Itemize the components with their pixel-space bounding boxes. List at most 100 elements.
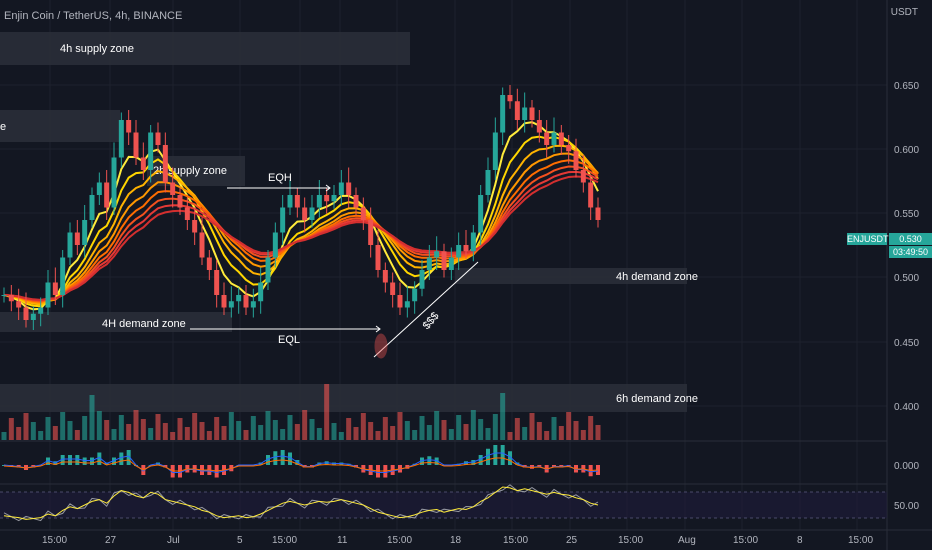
candle-body <box>162 145 168 183</box>
volume-bar <box>382 417 388 440</box>
macd-bar <box>90 457 94 465</box>
volume-bar <box>8 418 14 440</box>
candle-body <box>522 107 528 120</box>
volume-bar <box>74 430 80 440</box>
volume-bar <box>184 427 190 440</box>
candle-body <box>89 195 95 220</box>
volume-bar <box>507 432 513 440</box>
candle-body <box>206 257 212 270</box>
demand-zone-4h <box>455 268 687 284</box>
volume-bar <box>492 414 498 440</box>
volume-bar <box>82 416 88 440</box>
candle-body <box>514 101 520 120</box>
volume-bar <box>1 432 7 440</box>
macd-bar <box>68 455 72 465</box>
candle-body <box>250 301 256 308</box>
candle-body <box>529 107 535 120</box>
volume-bar <box>324 384 330 440</box>
price-tick: 0.450 <box>894 338 919 349</box>
candle-body <box>434 251 440 258</box>
candle-body <box>302 207 308 220</box>
price-tick: 0.400 <box>894 402 919 413</box>
macd-bar <box>486 448 490 465</box>
candle-body <box>558 132 564 145</box>
volume-bar <box>280 429 286 440</box>
macd-bar <box>112 457 116 465</box>
volume-bar <box>426 425 432 440</box>
volume-bar <box>38 431 44 440</box>
volume-bar <box>250 416 256 440</box>
trendline <box>373 261 479 358</box>
candle-body <box>375 245 381 270</box>
candle-body <box>588 182 594 208</box>
macd-bar <box>478 455 483 465</box>
candle-body <box>382 270 388 283</box>
volume-bar <box>456 415 462 440</box>
volume-bar <box>23 413 29 440</box>
candle-body <box>23 307 29 320</box>
rsi-line <box>3 486 599 520</box>
volume-bar <box>434 411 440 440</box>
macd-line <box>3 452 599 474</box>
candle-body <box>448 257 454 270</box>
candle-body <box>551 132 557 145</box>
candle-body <box>170 182 176 195</box>
volume-bar <box>580 430 586 440</box>
macd-bar <box>60 455 65 465</box>
candle-body <box>280 207 286 233</box>
rsi-tick: 50.00 <box>894 501 919 512</box>
volume-bar <box>265 411 271 440</box>
candle-body <box>228 301 234 308</box>
volume-bar <box>16 427 22 440</box>
volume-bar <box>529 413 535 440</box>
volume-bar <box>485 428 491 440</box>
candle-body <box>82 220 88 245</box>
countdown-badge: 03:49:50 <box>889 246 932 258</box>
volume-bar <box>228 412 234 440</box>
supply-zone-partial <box>0 110 120 142</box>
candle-body <box>192 220 198 233</box>
volume-bar <box>551 417 557 440</box>
time-tick: 11 <box>337 535 348 546</box>
volume-bars <box>1 384 601 440</box>
ema-ribbon <box>3 121 599 311</box>
candle-body <box>441 251 447 270</box>
candle-body <box>1 295 7 296</box>
macd-bar <box>288 452 292 465</box>
volume-bar <box>126 424 132 440</box>
time-tick: 25 <box>566 535 578 546</box>
time-tick: 15:00 <box>387 535 412 546</box>
volume-bar <box>236 421 242 440</box>
candle-body <box>221 295 227 308</box>
macd-pane <box>2 445 600 478</box>
volume-bar <box>375 431 381 440</box>
candle-body <box>478 195 484 233</box>
volume-bar <box>52 426 58 440</box>
volume-bar <box>573 421 579 440</box>
candle-body <box>60 257 66 295</box>
volume-bar <box>514 418 520 440</box>
sweep-marker <box>374 333 388 359</box>
volume-bar <box>368 422 374 440</box>
candle-body <box>463 245 469 252</box>
volume-bar <box>404 421 410 440</box>
candle-body <box>287 195 293 208</box>
candle-body <box>426 257 432 270</box>
candle-body <box>118 120 124 158</box>
rsi-pane <box>3 484 599 522</box>
supply-zone-partial-label: e <box>0 121 6 133</box>
volume-bar <box>294 424 300 440</box>
eqh-label: EQH <box>268 172 292 184</box>
candle-body <box>177 195 183 208</box>
current-price-badge: 0.530 <box>889 233 932 245</box>
volume-bar <box>588 416 594 440</box>
volume-bar <box>118 415 124 440</box>
macd-line <box>3 457 599 472</box>
candle-body <box>331 195 337 202</box>
price-tick: 0.550 <box>894 209 919 220</box>
volume-bar <box>67 421 73 440</box>
macd-bar <box>46 457 50 465</box>
volume-bar <box>258 425 264 440</box>
candle-body <box>52 282 58 295</box>
